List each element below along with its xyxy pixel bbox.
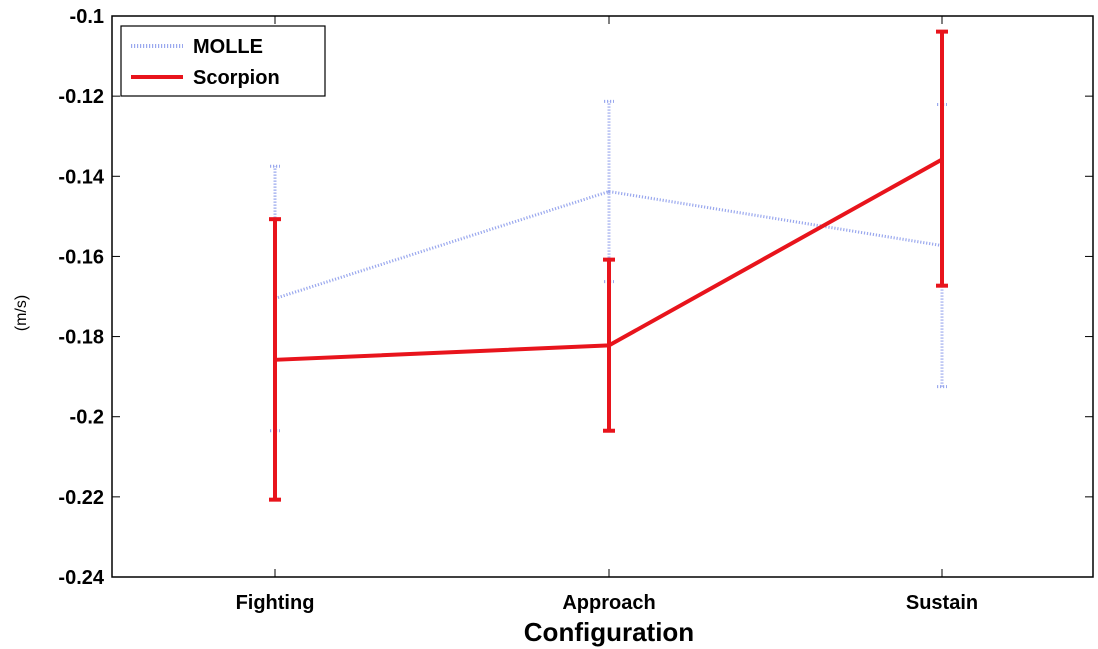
- legend-label-scorpion: Scorpion: [193, 67, 280, 89]
- data-point-scorpion: [607, 343, 611, 347]
- y-tick-label: -0.18: [58, 327, 104, 349]
- y-tick-label: -0.1: [70, 6, 104, 28]
- series-layer: [269, 29, 948, 502]
- y-tick-label: -0.24: [58, 567, 104, 589]
- legend: MOLLE Scorpion: [120, 25, 326, 97]
- series-scorpion: [269, 29, 948, 502]
- data-point-molle: [607, 190, 611, 194]
- plot-area: [111, 15, 1094, 578]
- y-axis-label: (m/s): [13, 295, 30, 331]
- legend-label-molle: MOLLE: [193, 36, 263, 58]
- y-tick-label: -0.12: [58, 86, 104, 108]
- legend-box: [120, 25, 326, 97]
- y-axis-ticks: -0.1 -0.12 -0.14 -0.16 -0.18 -0.2 -0.22 -0.24: [58, 6, 1093, 589]
- y-tick-label: -0.16: [58, 246, 104, 268]
- data-point-scorpion: [940, 157, 944, 161]
- y-tick-label: -0.2: [70, 407, 104, 429]
- x-tick-label: Fighting: [236, 592, 315, 614]
- x-axis-label: Configuration: [524, 617, 694, 647]
- data-point-scorpion: [273, 358, 277, 362]
- y-tick-label: -0.22: [58, 487, 104, 509]
- x-tick-label: Approach: [562, 592, 655, 614]
- y-tick-label: -0.14: [58, 166, 104, 188]
- x-axis-ticks: Fighting Approach Sustain: [236, 16, 978, 614]
- x-tick-label: Sustain: [906, 592, 978, 614]
